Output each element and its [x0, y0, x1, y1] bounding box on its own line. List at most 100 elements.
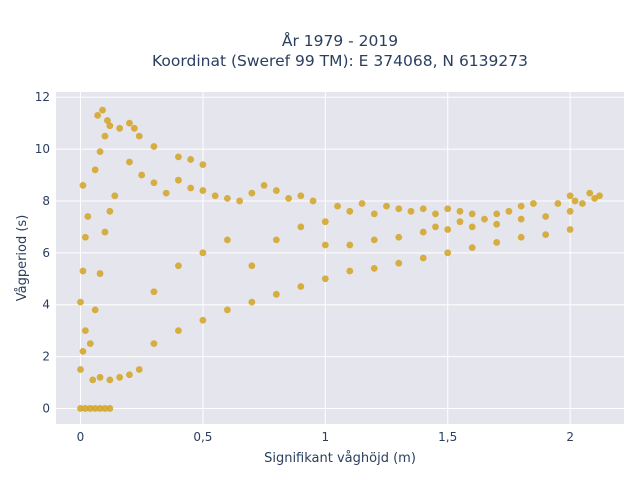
- scatter-point: [370, 210, 378, 218]
- scatter-point: [81, 327, 89, 335]
- x-tick-label: 1,5: [438, 430, 457, 444]
- scatter-point: [96, 373, 104, 381]
- scatter-point: [96, 405, 104, 412]
- scatter-point: [96, 270, 104, 277]
- scatter-point: [468, 210, 476, 218]
- scatter-point: [211, 192, 219, 200]
- scatter-point: [106, 376, 114, 384]
- scatter-point: [101, 132, 109, 140]
- scatter-point: [383, 202, 390, 210]
- chart-title-line1: År 1979 - 2019: [282, 31, 398, 50]
- scatter-point: [86, 340, 94, 347]
- scatter-point: [106, 405, 114, 412]
- scatter-point: [272, 187, 280, 194]
- scatter-point: [126, 119, 133, 127]
- scatter-point: [106, 207, 114, 215]
- y-tick-label: 2: [42, 350, 50, 364]
- scatter-point: [199, 187, 207, 194]
- scatter-point: [79, 181, 87, 189]
- y-tick-label: 4: [42, 298, 50, 312]
- scatter-point: [444, 226, 452, 233]
- scatter-point: [517, 233, 525, 241]
- scatter-point: [86, 405, 94, 412]
- y-tick-label: 0: [42, 401, 50, 415]
- x-tick-label: 1: [321, 430, 329, 444]
- scatter-point: [150, 288, 158, 296]
- scatter-point: [91, 306, 99, 314]
- scatter-point: [530, 200, 537, 207]
- scatter-point: [481, 215, 488, 223]
- scatter-point: [106, 122, 114, 130]
- scatter-point: [248, 262, 256, 270]
- x-tick-label: 0,5: [193, 430, 212, 444]
- scatter-point: [175, 153, 182, 161]
- scatter-point: [223, 306, 231, 314]
- scatter-point: [358, 200, 366, 207]
- y-tick-label: 10: [35, 142, 50, 156]
- chart-title-line2: Koordinat (Sweref 99 TM): E 374068, N 61…: [152, 52, 528, 70]
- scatter-point: [135, 366, 143, 373]
- scatter-point: [596, 192, 603, 200]
- scatter-point: [91, 166, 99, 174]
- scatter-point: [346, 207, 354, 215]
- scatter-point: [130, 124, 138, 132]
- scatter-point: [432, 223, 439, 231]
- scatter-point: [223, 194, 231, 202]
- scatter-point: [187, 156, 195, 163]
- scatter-point: [116, 373, 124, 381]
- scatter-point: [419, 254, 427, 262]
- scatter-point: [77, 366, 84, 373]
- scatter-point: [566, 226, 574, 233]
- scatter-point: [456, 218, 464, 226]
- scatter-point: [187, 184, 195, 192]
- scatter-point: [297, 192, 305, 200]
- scatter-point: [542, 231, 550, 239]
- scatter-point: [199, 249, 207, 257]
- scatter-point: [77, 405, 84, 412]
- scatter-point: [407, 207, 415, 215]
- scatter-point: [370, 264, 378, 272]
- scatter-point: [104, 117, 111, 124]
- scatter-point: [199, 161, 207, 169]
- scatter-point: [395, 233, 403, 241]
- scatter-point: [468, 223, 476, 231]
- scatter-point: [419, 205, 427, 213]
- scatter-point: [321, 275, 329, 283]
- scatter-point: [554, 200, 562, 207]
- scatter-point: [505, 207, 513, 215]
- x-tick-label: 2: [566, 430, 574, 444]
- y-tick-label: 6: [42, 246, 50, 260]
- scatter-point: [432, 210, 439, 218]
- scatter-point: [150, 340, 158, 347]
- scatter-point: [101, 228, 109, 236]
- scatter-point: [223, 236, 231, 244]
- scatter-point: [493, 239, 501, 246]
- scatter-point: [578, 200, 586, 207]
- scatter-point: [309, 197, 317, 205]
- scatter-point: [542, 213, 550, 220]
- y-axis-label: Vågperiod (s): [15, 215, 30, 302]
- scatter-point: [586, 189, 594, 197]
- scatter-point: [84, 213, 92, 220]
- scatter-point: [111, 192, 119, 200]
- scatter-point: [456, 207, 464, 215]
- scatter-point: [150, 179, 158, 187]
- scatter-point: [150, 143, 158, 150]
- scatter-point: [94, 111, 102, 119]
- scatter-point: [370, 236, 378, 244]
- scatter-point: [81, 233, 89, 241]
- x-axis-label: Signifikant våghöjd (m): [264, 451, 416, 466]
- scatter-point: [79, 267, 87, 275]
- scatter-point: [91, 405, 99, 412]
- scatter-point: [297, 223, 305, 231]
- scatter-point: [395, 205, 403, 213]
- scatter-point: [175, 262, 182, 270]
- x-tick-label: 0: [77, 430, 85, 444]
- y-axis-ticks: 0 2 4 6 8 10 12: [35, 90, 50, 415]
- scatter-point: [334, 202, 341, 210]
- scatter-point: [346, 267, 354, 275]
- scatter-point: [116, 124, 124, 132]
- scatter-point: [77, 298, 84, 306]
